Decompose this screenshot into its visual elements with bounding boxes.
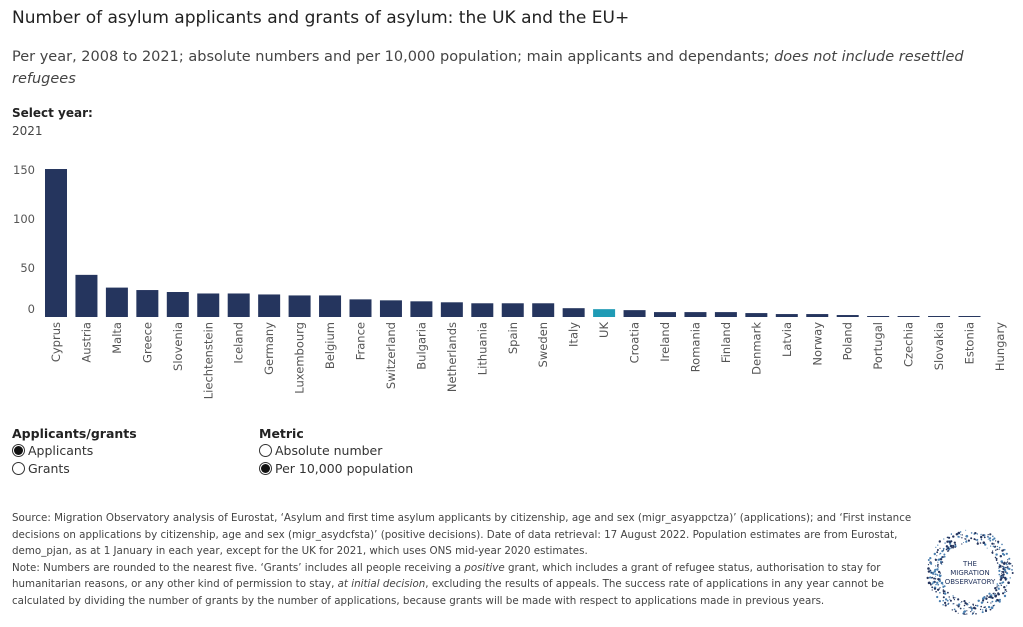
- bar-uk[interactable]: [593, 309, 616, 317]
- bar-spain[interactable]: [501, 303, 524, 317]
- bar-romania[interactable]: [684, 312, 707, 317]
- year-filter-value[interactable]: 2021: [12, 124, 43, 138]
- legend-applicants-grants: Applicants/grants Applicants Grants: [12, 426, 137, 477]
- chart-subtitle: Per year, 2008 to 2021; absolute numbers…: [12, 46, 972, 90]
- bar-poland[interactable]: [836, 315, 859, 317]
- migration-observatory-logo: THE MIGRATION OBSERVATORY: [926, 529, 1014, 615]
- bar-austria[interactable]: [75, 274, 98, 317]
- subtitle-text: Per year, 2008 to 2021; absolute numbers…: [12, 49, 775, 65]
- logo-text-2: MIGRATION: [950, 569, 989, 577]
- bar-lithuania[interactable]: [471, 303, 494, 317]
- bar-slovakia[interactable]: [928, 316, 951, 317]
- x-tick-label: Slovakia: [932, 322, 946, 370]
- x-tick-label: Iceland: [232, 322, 246, 364]
- x-tick-label: Poland: [841, 322, 855, 360]
- y-tick-label: 50: [20, 261, 35, 275]
- x-tick-label: Spain: [506, 322, 520, 354]
- legend-metric: Metric Absolute number Per 10,000 populat…: [259, 426, 413, 477]
- x-tick-label: France: [354, 322, 368, 360]
- note-text: Note: Numbers are rounded to the nearest…: [12, 561, 885, 607]
- y-tick-label: 150: [13, 163, 35, 177]
- radio-button[interactable]: [12, 443, 25, 457]
- bar-chart: 0 50 100 150 Cyprus Austria Malta Greece Sloveni…: [13, 163, 1007, 399]
- radio-label: Absolute number: [275, 442, 383, 458]
- bar-sweden[interactable]: [532, 303, 555, 317]
- x-tick-label: Latvia: [780, 322, 794, 357]
- bar-estonia[interactable]: [958, 316, 981, 317]
- x-tick-label: Czechia: [902, 322, 916, 367]
- bar-malta[interactable]: [105, 287, 128, 317]
- x-tick-label: Ireland: [658, 322, 672, 362]
- radio-label: Applicants: [28, 442, 94, 458]
- bar-belgium[interactable]: [319, 295, 342, 317]
- bar-france[interactable]: [349, 299, 372, 317]
- x-tick-label: Croatia: [628, 322, 642, 363]
- bar-denmark[interactable]: [745, 313, 768, 317]
- x-tick-label: Italy: [567, 322, 581, 347]
- x-tick-label: Sweden: [536, 322, 550, 367]
- radio-option-absolute-number[interactable]: Absolute number: [259, 441, 413, 459]
- x-tick-label: Denmark: [749, 322, 763, 375]
- bar-germany[interactable]: [258, 294, 281, 317]
- radio-button[interactable]: [259, 443, 272, 457]
- bar-greece[interactable]: [136, 290, 159, 317]
- x-tick-label: Germany: [262, 322, 276, 375]
- chart-title: Number of asylum applicants and grants o…: [12, 8, 630, 28]
- x-tick-label: Austria: [79, 322, 93, 363]
- x-tick-label: Belgium: [323, 322, 337, 369]
- source-note: Source: Migration Observatory analysis o…: [12, 512, 912, 557]
- subtitle-italic: does not include resettled refugees: [12, 49, 964, 87]
- bar-finland[interactable]: [714, 312, 737, 317]
- x-tick-label: Romania: [688, 322, 702, 372]
- bar-bulgaria[interactable]: [410, 301, 433, 317]
- x-tick-label: Lithuania: [475, 322, 489, 375]
- legend-title: Applicants/grants: [12, 426, 137, 441]
- x-tick-label: Estonia: [963, 322, 977, 364]
- x-tick-label: Cyprus: [49, 322, 63, 362]
- bar-switzerland[interactable]: [379, 300, 402, 317]
- bar-iceland[interactable]: [227, 293, 250, 317]
- logo-text-1: THE: [962, 560, 977, 568]
- bar-norway[interactable]: [806, 314, 829, 317]
- bar-czechia[interactable]: [897, 316, 920, 317]
- x-tick-label: Switzerland: [384, 322, 398, 389]
- y-tick-label: 0: [28, 302, 35, 316]
- bar-netherlands[interactable]: [440, 302, 463, 317]
- x-tick-label: Netherlands: [445, 322, 459, 392]
- x-tick-label: Hungary: [993, 322, 1007, 371]
- bar-slovenia[interactable]: [166, 292, 189, 317]
- radio-button[interactable]: [259, 461, 272, 475]
- radio-label: Per 10,000 population: [275, 460, 414, 476]
- notes: Source: Migration Observatory analysis o…: [12, 510, 912, 609]
- x-tick-label: Norway: [810, 322, 824, 366]
- bar-croatia[interactable]: [623, 310, 646, 317]
- x-tick-label: Greece: [140, 322, 154, 363]
- year-filter-label: Select year:: [12, 106, 93, 120]
- bar-cyprus[interactable]: [45, 169, 67, 317]
- legend-title: Metric: [259, 426, 304, 441]
- bar-luxembourg[interactable]: [288, 295, 311, 317]
- logo-text-3: OBSERVATORY: [945, 578, 996, 586]
- x-tick-label: Malta: [110, 322, 124, 354]
- y-tick-label: 100: [13, 212, 35, 226]
- bar-italy[interactable]: [562, 308, 585, 317]
- x-tick-label: Finland: [719, 322, 733, 363]
- radio-option-per-10-000-population[interactable]: Per 10,000 population: [259, 459, 413, 477]
- radio-button[interactable]: [12, 461, 25, 475]
- bar-portugal[interactable]: [867, 316, 890, 317]
- bar-latvia[interactable]: [775, 314, 798, 317]
- x-tick-label: Bulgaria: [414, 322, 428, 370]
- bar-ireland[interactable]: [654, 312, 676, 317]
- radio-option-applicants[interactable]: Applicants: [12, 441, 137, 459]
- radio-option-grants[interactable]: Grants: [12, 459, 137, 477]
- radio-label: Grants: [28, 460, 70, 476]
- x-tick-label: Liechtenstein: [201, 322, 215, 399]
- bar-liechtenstein[interactable]: [197, 293, 220, 317]
- x-tick-label: Luxembourg: [293, 322, 307, 394]
- x-tick-label: UK: [597, 322, 611, 338]
- x-tick-label: Portugal: [871, 322, 885, 370]
- x-tick-label: Slovenia: [171, 322, 185, 371]
